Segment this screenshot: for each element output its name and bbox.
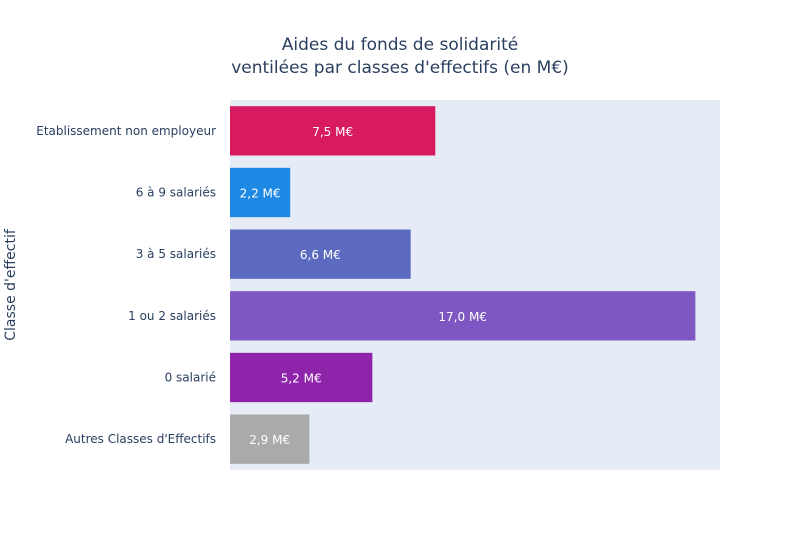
- plot-area: [230, 100, 720, 470]
- bar-5: [230, 414, 310, 464]
- bar-2: [230, 229, 411, 279]
- chart-title: Aides du fonds de solidarité: [282, 35, 518, 55]
- bar-value-label: 6,6 M€: [300, 248, 341, 262]
- bar-value-label: 5,2 M€: [281, 372, 322, 386]
- bar-value-label: 17,0 M€: [438, 310, 487, 324]
- bar-4: [230, 352, 373, 403]
- bar-value-label: 2,2 M€: [240, 187, 281, 201]
- bar-1: [230, 167, 291, 218]
- bar-0: [230, 106, 436, 156]
- y-tick-label: 6 à 9 salariés: [136, 186, 216, 200]
- y-tick-label: Autres Classes d'Effectifs: [65, 432, 216, 446]
- bar-value-label: 7,5 M€: [312, 125, 353, 139]
- y-axis-label: Classe d'effectif: [3, 228, 19, 341]
- y-tick-label: Etablissement non employeur: [36, 124, 216, 138]
- bar-value-labels: 7,5 M€ 2,2 M€ 6,6 M€ 17,0 M€ 5,2 M€ 2,9 M€: [240, 125, 487, 447]
- bar-value-label: 2,9 M€: [249, 433, 290, 447]
- bars-group: [230, 106, 696, 464]
- chart-subtitle: ventilées par classes d'effectifs (en M€…: [231, 58, 569, 78]
- y-tick-label: 1 ou 2 salariés: [128, 309, 216, 323]
- bar-3: [230, 291, 696, 341]
- y-tick-label: 0 salarié: [165, 371, 216, 385]
- y-tick-labels: Etablissement non employeur 6 à 9 salarié…: [36, 124, 216, 446]
- y-tick-label: 3 à 5 salariés: [136, 247, 216, 261]
